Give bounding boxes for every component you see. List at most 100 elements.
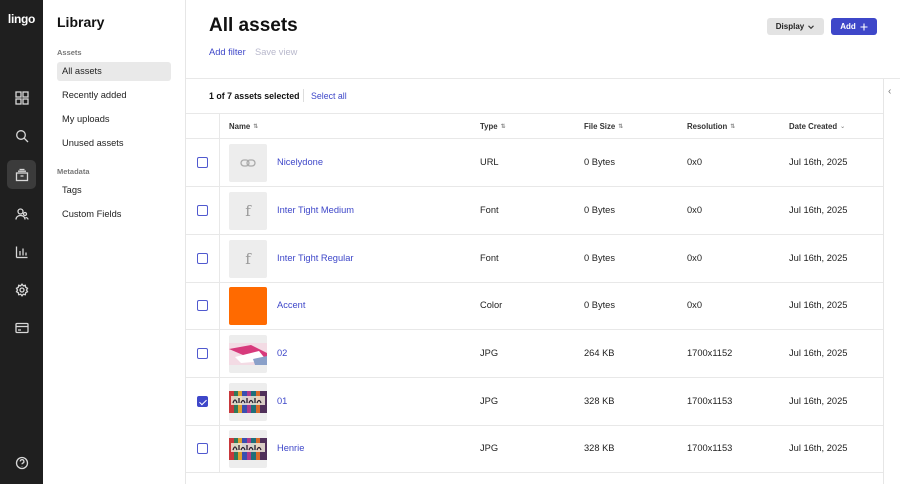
app-logo[interactable]: lingo bbox=[7, 12, 36, 26]
column-header-type[interactable]: Type ⇅ bbox=[480, 122, 506, 131]
sidebar-item-unused-assets[interactable]: Unused assets bbox=[62, 138, 124, 148]
asset-resolution: 1700x1153 bbox=[687, 443, 733, 453]
selection-summary: 1 of 7 assets selected bbox=[209, 91, 300, 101]
gear-icon[interactable] bbox=[7, 275, 36, 304]
image-thumbnail bbox=[229, 335, 267, 373]
header-divider bbox=[186, 78, 900, 79]
asset-type: Font bbox=[480, 253, 499, 263]
analytics-icon[interactable] bbox=[7, 237, 36, 266]
asset-name-link[interactable]: Inter Tight Regular bbox=[277, 253, 354, 263]
font-glyph-icon: f bbox=[245, 250, 251, 268]
asset-date-created: Jul 16th, 2025 bbox=[789, 396, 848, 406]
sidebar-item-recently-added[interactable]: Recently added bbox=[62, 90, 127, 100]
asset-date-created: Jul 16th, 2025 bbox=[789, 253, 848, 263]
row-checkbox-checked[interactable] bbox=[197, 396, 208, 407]
asset-name-link[interactable]: 01 bbox=[277, 396, 288, 406]
asset-name-link[interactable]: Inter Tight Medium bbox=[277, 205, 354, 215]
assets-section-label: Assets bbox=[57, 48, 82, 57]
row-checkbox[interactable] bbox=[197, 157, 208, 168]
billing-icon[interactable] bbox=[7, 313, 36, 342]
plus-icon bbox=[860, 23, 868, 30]
row-checkbox[interactable] bbox=[197, 443, 208, 454]
font-thumbnail: f bbox=[229, 192, 267, 230]
asset-date-created: Jul 16th, 2025 bbox=[789, 205, 848, 215]
apps-icon[interactable] bbox=[7, 83, 36, 112]
column-header-resolution[interactable]: Resolution ⇅ bbox=[687, 122, 736, 131]
add-filter-link[interactable]: Add filter bbox=[209, 47, 246, 57]
image-thumbnail bbox=[229, 383, 267, 421]
icon-rail: lingo bbox=[0, 0, 43, 484]
display-button[interactable]: Display bbox=[767, 18, 824, 35]
asset-file-size: 0 Bytes bbox=[584, 300, 616, 310]
asset-name-link[interactable]: Nicelydone bbox=[277, 157, 323, 167]
asset-type: URL bbox=[480, 157, 499, 167]
display-button-label: Display bbox=[775, 22, 805, 31]
asset-name-link[interactable]: 02 bbox=[277, 348, 288, 358]
row-checkbox[interactable] bbox=[197, 205, 208, 216]
font-thumbnail: f bbox=[229, 240, 267, 278]
asset-resolution: 1700x1153 bbox=[687, 396, 733, 406]
add-button-label: Add bbox=[840, 22, 856, 31]
column-header-name[interactable]: Name ⇅ bbox=[229, 122, 259, 131]
asset-name-link[interactable]: Henrie bbox=[277, 443, 305, 453]
column-header-file-size[interactable]: File Size ⇅ bbox=[584, 122, 624, 131]
asset-type: JPG bbox=[480, 396, 499, 406]
photo-preview bbox=[229, 343, 267, 365]
select-all-link[interactable]: Select all bbox=[311, 91, 347, 101]
image-thumbnail bbox=[229, 430, 267, 468]
library-sidebar: Library Assets All assets Recently added… bbox=[43, 0, 186, 484]
asset-file-size: 0 Bytes bbox=[584, 205, 616, 215]
table-row[interactable]: Henrie JPG 328 KB 1700x1153 Jul 16th, 20… bbox=[186, 425, 883, 473]
asset-resolution: 0x0 bbox=[687, 300, 702, 310]
sort-icon: ⇅ bbox=[500, 124, 506, 130]
save-view-link[interactable]: Save view bbox=[255, 47, 298, 57]
column-header-date-created[interactable]: Date Created ⌄ bbox=[789, 122, 846, 131]
photo-preview bbox=[229, 438, 267, 460]
users-icon[interactable] bbox=[7, 199, 36, 228]
help-icon[interactable] bbox=[7, 448, 36, 477]
row-checkbox[interactable] bbox=[197, 348, 208, 359]
table-row[interactable]: f Inter Tight Regular Font 0 Bytes 0x0 J… bbox=[186, 235, 883, 283]
chevron-left-icon: ‹ bbox=[888, 86, 892, 97]
asset-date-created: Jul 16th, 2025 bbox=[789, 300, 848, 310]
library-icon[interactable] bbox=[7, 160, 36, 189]
asset-resolution: 0x0 bbox=[687, 205, 702, 215]
chevron-down-icon bbox=[808, 24, 815, 29]
sort-icon: ⇅ bbox=[618, 124, 624, 130]
add-button[interactable]: Add bbox=[831, 18, 877, 35]
asset-file-size: 328 KB bbox=[584, 443, 615, 453]
page-title: All assets bbox=[209, 15, 298, 36]
sidebar-item-my-uploads[interactable]: My uploads bbox=[62, 114, 110, 124]
collapse-panel-handle[interactable]: ‹ bbox=[883, 79, 900, 484]
asset-type: Font bbox=[480, 205, 499, 215]
asset-type: JPG bbox=[480, 348, 499, 358]
asset-resolution: 1700x1152 bbox=[687, 348, 733, 358]
table-header: Name ⇅ Type ⇅ File Size ⇅ Resolution ⇅ Date … bbox=[186, 113, 883, 139]
asset-type: Color bbox=[480, 300, 503, 310]
table-row[interactable]: f Inter Tight Medium Font 0 Bytes 0x0 Ju… bbox=[186, 187, 883, 235]
sidebar-item-custom-fields[interactable]: Custom Fields bbox=[62, 209, 122, 219]
sort-icon: ⇅ bbox=[253, 124, 259, 130]
table-row[interactable]: 01 JPG 328 KB 1700x1153 Jul 16th, 2025 bbox=[186, 378, 883, 426]
row-checkbox[interactable] bbox=[197, 300, 208, 311]
asset-file-size: 264 KB bbox=[584, 348, 615, 358]
asset-type: JPG bbox=[480, 443, 499, 453]
checkbox-column-divider bbox=[219, 113, 220, 473]
table-row[interactable]: Nicelydone URL 0 Bytes 0x0 Jul 16th, 202… bbox=[186, 139, 883, 187]
search-icon[interactable] bbox=[7, 121, 36, 150]
link-thumbnail bbox=[229, 144, 267, 182]
table-row[interactable]: 02 JPG 264 KB 1700x1152 Jul 16th, 2025 bbox=[186, 330, 883, 378]
sidebar-item-tags[interactable]: Tags bbox=[62, 185, 82, 195]
row-checkbox[interactable] bbox=[197, 253, 208, 264]
asset-file-size: 0 Bytes bbox=[584, 253, 616, 263]
main-content: All assets Display Add Add filter Save v… bbox=[186, 0, 900, 484]
sort-icon: ⇅ bbox=[730, 124, 736, 130]
metadata-section-label: Metadata bbox=[57, 167, 90, 176]
asset-resolution: 0x0 bbox=[687, 253, 702, 263]
asset-date-created: Jul 16th, 2025 bbox=[789, 157, 848, 167]
table-row[interactable]: Accent Color 0 Bytes 0x0 Jul 16th, 2025 bbox=[186, 282, 883, 330]
asset-name-link[interactable]: Accent bbox=[277, 300, 306, 310]
selection-divider bbox=[303, 89, 304, 102]
asset-date-created: Jul 16th, 2025 bbox=[789, 443, 848, 453]
sidebar-item-all-assets[interactable]: All assets bbox=[57, 62, 171, 81]
